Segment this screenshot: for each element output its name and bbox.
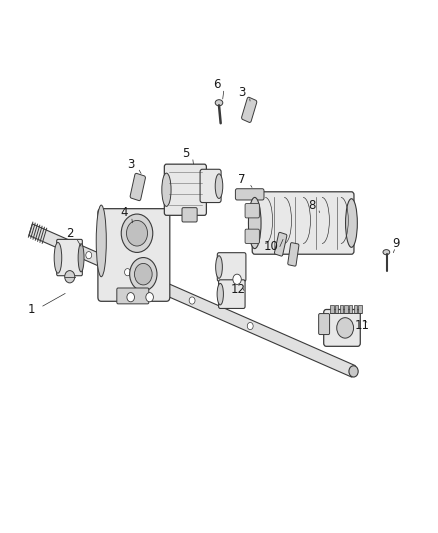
Ellipse shape	[248, 197, 261, 248]
Ellipse shape	[127, 221, 148, 246]
Text: 3: 3	[127, 158, 134, 171]
Text: 9: 9	[392, 237, 399, 250]
Text: 6: 6	[213, 78, 221, 91]
Circle shape	[86, 252, 92, 259]
Text: 3: 3	[238, 86, 246, 99]
FancyBboxPatch shape	[349, 305, 352, 312]
Circle shape	[65, 271, 75, 283]
FancyBboxPatch shape	[252, 192, 354, 254]
Ellipse shape	[162, 173, 171, 206]
Ellipse shape	[217, 284, 223, 305]
FancyBboxPatch shape	[245, 204, 259, 218]
Circle shape	[127, 293, 134, 302]
Circle shape	[337, 318, 353, 338]
FancyBboxPatch shape	[324, 310, 360, 346]
Text: 4: 4	[120, 206, 128, 219]
FancyBboxPatch shape	[335, 305, 339, 312]
FancyBboxPatch shape	[235, 189, 264, 200]
FancyBboxPatch shape	[288, 243, 299, 266]
Text: 8: 8	[308, 199, 315, 212]
FancyBboxPatch shape	[353, 305, 357, 312]
Ellipse shape	[130, 257, 157, 291]
Ellipse shape	[215, 256, 223, 278]
FancyBboxPatch shape	[358, 305, 361, 312]
FancyBboxPatch shape	[245, 229, 259, 244]
Ellipse shape	[215, 100, 223, 106]
Ellipse shape	[134, 263, 152, 285]
Ellipse shape	[78, 244, 84, 272]
FancyBboxPatch shape	[57, 239, 82, 276]
FancyBboxPatch shape	[275, 232, 287, 256]
Ellipse shape	[349, 366, 358, 377]
Circle shape	[124, 269, 131, 276]
FancyBboxPatch shape	[330, 305, 334, 312]
Text: 2: 2	[66, 227, 74, 240]
FancyBboxPatch shape	[117, 288, 149, 304]
FancyBboxPatch shape	[130, 173, 145, 200]
FancyBboxPatch shape	[164, 164, 206, 215]
Text: 12: 12	[230, 283, 245, 296]
Circle shape	[146, 293, 153, 302]
FancyBboxPatch shape	[340, 305, 343, 312]
Ellipse shape	[54, 243, 62, 273]
FancyBboxPatch shape	[319, 313, 329, 335]
FancyBboxPatch shape	[217, 253, 246, 281]
Circle shape	[233, 274, 241, 285]
Text: 7: 7	[238, 173, 246, 186]
Polygon shape	[29, 224, 355, 377]
Ellipse shape	[383, 249, 390, 255]
FancyBboxPatch shape	[344, 305, 348, 312]
FancyBboxPatch shape	[98, 209, 170, 301]
Circle shape	[189, 297, 195, 304]
FancyBboxPatch shape	[182, 208, 197, 222]
Text: 1: 1	[28, 303, 35, 317]
Ellipse shape	[96, 205, 106, 277]
Text: 10: 10	[264, 239, 279, 253]
Text: 5: 5	[182, 148, 189, 160]
Circle shape	[247, 322, 253, 329]
FancyBboxPatch shape	[242, 97, 257, 123]
Ellipse shape	[215, 174, 223, 198]
Ellipse shape	[121, 214, 153, 253]
FancyBboxPatch shape	[219, 280, 245, 309]
Ellipse shape	[346, 199, 357, 247]
Text: 11: 11	[354, 319, 370, 332]
FancyBboxPatch shape	[200, 169, 221, 203]
